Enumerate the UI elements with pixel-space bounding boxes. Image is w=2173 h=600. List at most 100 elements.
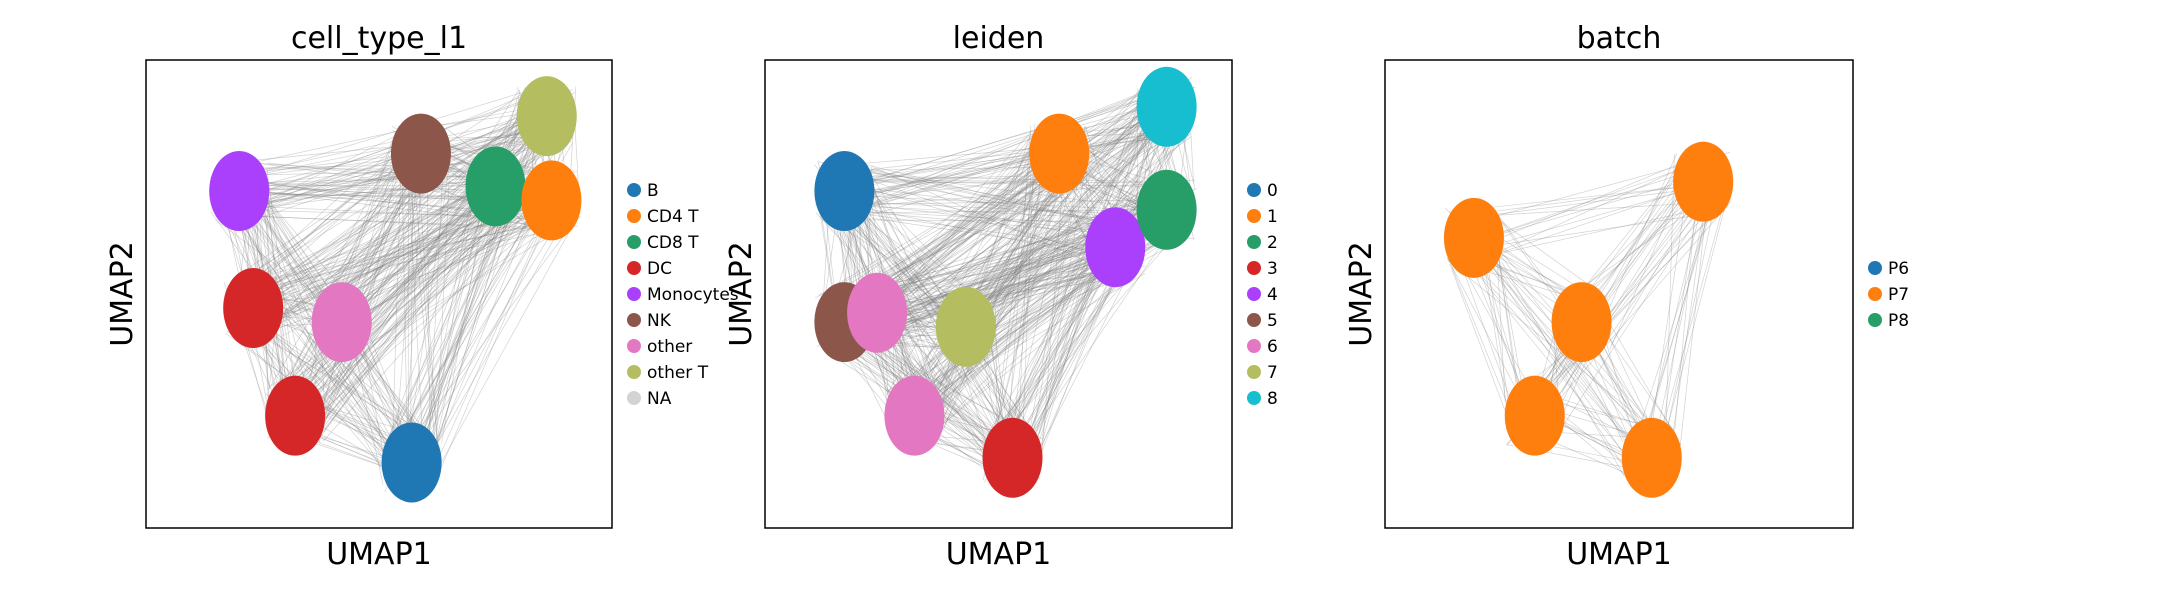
legend-marker xyxy=(627,183,641,197)
y-axis-label: UMAP2 xyxy=(724,241,759,347)
edge-line xyxy=(1568,198,1709,298)
edge-line xyxy=(323,186,473,406)
legend-marker xyxy=(1247,287,1261,301)
edge-line xyxy=(267,330,413,435)
edge-line xyxy=(984,252,1096,346)
legend-marker xyxy=(627,261,641,275)
edge-line xyxy=(814,199,1188,206)
edge-line xyxy=(869,129,1181,336)
edge-line xyxy=(355,181,427,310)
edge-line xyxy=(881,235,1104,291)
edge-line xyxy=(239,111,554,314)
cluster-p7 xyxy=(1504,375,1565,456)
edge-line xyxy=(255,177,508,205)
legend-label: 0 xyxy=(1267,181,1278,201)
cluster-dc xyxy=(223,268,284,349)
edge-line xyxy=(992,163,1062,336)
edge-line xyxy=(360,93,534,312)
edge-line xyxy=(859,215,971,298)
edge-line xyxy=(1493,166,1705,236)
edge-line xyxy=(832,175,1189,183)
edge-line xyxy=(366,172,430,319)
legend-label: 1 xyxy=(1267,207,1278,227)
edge-line xyxy=(901,130,1158,445)
edge-line xyxy=(818,129,1171,204)
edge-line xyxy=(1557,205,1680,398)
x-axis-label: UMAP1 xyxy=(1566,537,1672,572)
edge-line xyxy=(1469,262,1626,437)
edge-line xyxy=(238,89,562,326)
edge-line xyxy=(256,174,485,280)
edge-line xyxy=(902,133,1191,418)
edge-line xyxy=(425,228,572,490)
edge-line xyxy=(239,213,578,294)
edge-line xyxy=(1596,320,1674,430)
edge-line xyxy=(890,113,1169,410)
edge-line xyxy=(1017,131,1034,441)
edge-line xyxy=(422,193,473,456)
edge-line xyxy=(888,109,1186,392)
edge-line xyxy=(411,196,507,461)
edge-line xyxy=(986,104,1164,465)
edge-line xyxy=(252,219,576,338)
plot-frame xyxy=(1384,59,1854,529)
edge-line xyxy=(306,204,526,429)
legend-label: CD8 T xyxy=(647,233,699,253)
cluster-nk xyxy=(390,113,451,194)
edge-line xyxy=(864,227,1121,343)
cluster-other xyxy=(311,282,372,363)
edge-line xyxy=(423,228,539,436)
edge-line xyxy=(988,120,1187,301)
edge-line xyxy=(993,90,1161,446)
edge-line xyxy=(229,161,503,181)
cluster-6 xyxy=(884,375,945,456)
edge-line xyxy=(891,100,1194,333)
legend-label: NA xyxy=(647,389,672,409)
edge-line xyxy=(256,208,327,305)
edge-line xyxy=(427,210,487,479)
edge-line xyxy=(872,100,1147,299)
edge-line xyxy=(255,186,315,352)
edge-line xyxy=(251,210,514,217)
edge-line xyxy=(220,132,532,164)
edge-line xyxy=(871,101,1172,293)
legend-label: 4 xyxy=(1267,285,1278,305)
edge-line xyxy=(1579,348,1624,442)
legend-label: P7 xyxy=(1888,285,1909,305)
edge-line xyxy=(410,141,414,457)
legend-label: other xyxy=(647,337,692,357)
edge-line xyxy=(1085,145,1142,218)
edge-line xyxy=(889,126,1151,406)
edge-line xyxy=(852,187,1184,296)
edge-line xyxy=(818,76,1181,296)
cluster-p7 xyxy=(1673,141,1734,222)
edge-line xyxy=(356,220,530,318)
edge-line xyxy=(354,104,524,295)
edge-line xyxy=(314,217,531,393)
edge-line xyxy=(1014,97,1179,478)
legend-marker xyxy=(627,209,641,223)
edge-line xyxy=(287,98,562,443)
panel-title: batch xyxy=(1577,21,1662,56)
edge-line xyxy=(1501,261,1625,477)
edge-line xyxy=(270,180,500,287)
legend-label: 3 xyxy=(1267,259,1278,279)
edge-line xyxy=(257,174,424,191)
edge-line xyxy=(989,102,1179,324)
edge-line xyxy=(867,176,999,442)
edge-line xyxy=(847,175,1035,182)
edge-line xyxy=(259,185,504,290)
edge-line xyxy=(271,190,566,387)
edge-line xyxy=(875,126,1157,286)
edge-line xyxy=(1447,259,1678,450)
legend-marker xyxy=(1868,261,1882,275)
edge-line xyxy=(265,171,495,405)
edge-line xyxy=(869,152,1057,298)
edge-line xyxy=(898,273,1103,337)
edge-line xyxy=(276,95,549,323)
edge-line xyxy=(280,182,472,402)
edge-line xyxy=(936,265,1139,430)
edge-line xyxy=(243,179,397,203)
legend-marker xyxy=(1247,313,1261,327)
edge-line xyxy=(1488,155,1710,257)
